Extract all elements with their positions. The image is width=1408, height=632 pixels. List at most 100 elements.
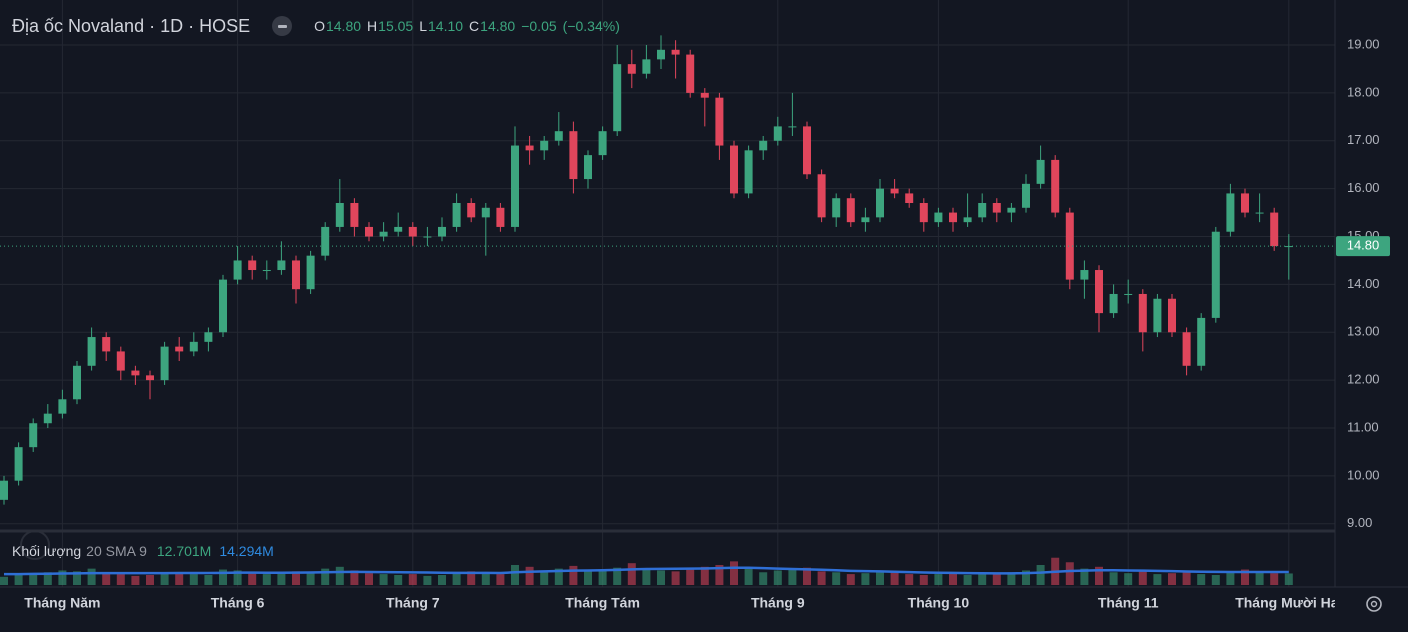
candle-body <box>1065 212 1074 280</box>
x-tick-label: Tháng 7 <box>386 595 440 611</box>
candle-body <box>949 212 957 223</box>
volume-bar <box>365 573 373 585</box>
candle-body <box>1226 193 1235 232</box>
minus-icon[interactable] <box>277 24 287 28</box>
candle-body <box>146 375 154 381</box>
change-percent: (−0.34%) <box>562 18 620 34</box>
volume-bar <box>1182 572 1191 585</box>
settings-icon-center[interactable] <box>1370 600 1378 608</box>
volume-bar <box>1007 572 1016 585</box>
y-tick-label: 16.00 <box>1347 180 1380 195</box>
volume-bar <box>1211 575 1220 585</box>
volume-bar <box>569 565 578 585</box>
y-tick-label: 19.00 <box>1347 36 1380 51</box>
candle-body <box>306 255 315 290</box>
volume-bar <box>438 575 446 585</box>
candle-body <box>1022 183 1030 208</box>
candle-body <box>1153 298 1162 333</box>
volume-bar <box>642 568 651 585</box>
candle-body <box>1051 159 1060 213</box>
collapse-button[interactable] <box>272 16 293 36</box>
candle-body <box>554 131 563 141</box>
candle-body <box>87 337 96 366</box>
last-price-box <box>1336 236 1390 257</box>
x-tick-label: Tháng 9 <box>751 595 805 611</box>
ohlc-key: H <box>367 18 378 34</box>
candle-body <box>540 140 549 151</box>
candle-body <box>1080 270 1089 280</box>
settings-button[interactable] <box>1366 596 1382 612</box>
volume-bar <box>189 574 198 585</box>
logo <box>20 530 50 560</box>
volume-bar <box>686 569 695 585</box>
volume-bar <box>919 575 928 585</box>
volume-bar <box>1036 565 1045 585</box>
volume-bar <box>613 567 622 585</box>
ohlc-key: O <box>314 18 325 34</box>
volume-bar <box>116 574 125 585</box>
candle-body <box>1182 332 1191 366</box>
y-tick-label: 18.00 <box>1347 84 1380 99</box>
volume-bar <box>1241 569 1249 585</box>
volume-bar <box>102 573 111 585</box>
volume-bar <box>219 569 227 585</box>
volume-bar <box>306 572 315 585</box>
volume-bar <box>1197 574 1206 585</box>
volume-bar <box>43 572 52 585</box>
volume-bar <box>379 574 388 585</box>
y-tick-label: 9.00 <box>1347 515 1372 530</box>
volume-bar <box>204 575 213 585</box>
candle-body <box>467 202 476 218</box>
volume-legend: Khối lượng 20 SMA 9 12.701M 14.294M <box>12 543 274 559</box>
candle-body <box>817 174 826 218</box>
volume-bar <box>1080 568 1089 585</box>
volume-indicator: 20 SMA 9 <box>86 543 147 559</box>
volume-bar <box>394 575 403 585</box>
volume-bar <box>1270 573 1279 585</box>
volume-bar <box>467 571 476 585</box>
x-axis: Tháng Năm Tháng 6 Tháng 7 Tháng Tám Tháng 9 T… <box>24 595 1335 611</box>
candle-body <box>423 236 432 238</box>
candle-body <box>744 150 753 194</box>
volume-bar <box>248 572 257 585</box>
candle-body <box>876 188 884 218</box>
candle-body <box>759 140 768 151</box>
x-tick-label: Tháng 6 <box>211 595 265 611</box>
candle-body <box>496 207 505 227</box>
volume-bar <box>700 566 709 585</box>
x-tick-label: Tháng Tám <box>565 595 640 611</box>
candle-body <box>569 131 578 180</box>
candle-body <box>700 92 709 98</box>
volume-bar <box>58 570 67 585</box>
ohlc-key: C <box>469 18 480 34</box>
candle-body <box>321 226 330 256</box>
volume-bar <box>262 574 271 585</box>
candle-body <box>204 332 213 342</box>
settings-icon[interactable] <box>1366 596 1382 612</box>
ohlc-value: 14.80 <box>325 18 362 34</box>
candle-body <box>0 480 8 500</box>
volume-bar <box>846 574 855 585</box>
candle-body <box>1241 193 1249 213</box>
candle-body <box>262 270 271 272</box>
candle-body <box>452 202 461 227</box>
volume-bar <box>277 573 286 585</box>
volume-bar <box>525 566 534 585</box>
candle-body <box>277 260 286 271</box>
candle-body <box>905 193 914 203</box>
volume-bar <box>1255 572 1264 585</box>
candle-body <box>627 64 636 74</box>
volume-sma-value: 14.294M <box>219 543 274 559</box>
candle-body <box>584 155 592 180</box>
candle-body <box>1255 212 1264 214</box>
candle-body <box>832 198 841 218</box>
candle-body <box>160 346 169 381</box>
candle-body <box>131 370 140 376</box>
last-price-label: 14.80 <box>1347 238 1380 253</box>
volume-bar <box>773 570 782 585</box>
volume-bar <box>0 576 8 585</box>
candle-body <box>1109 293 1118 314</box>
candle-body <box>657 49 665 60</box>
